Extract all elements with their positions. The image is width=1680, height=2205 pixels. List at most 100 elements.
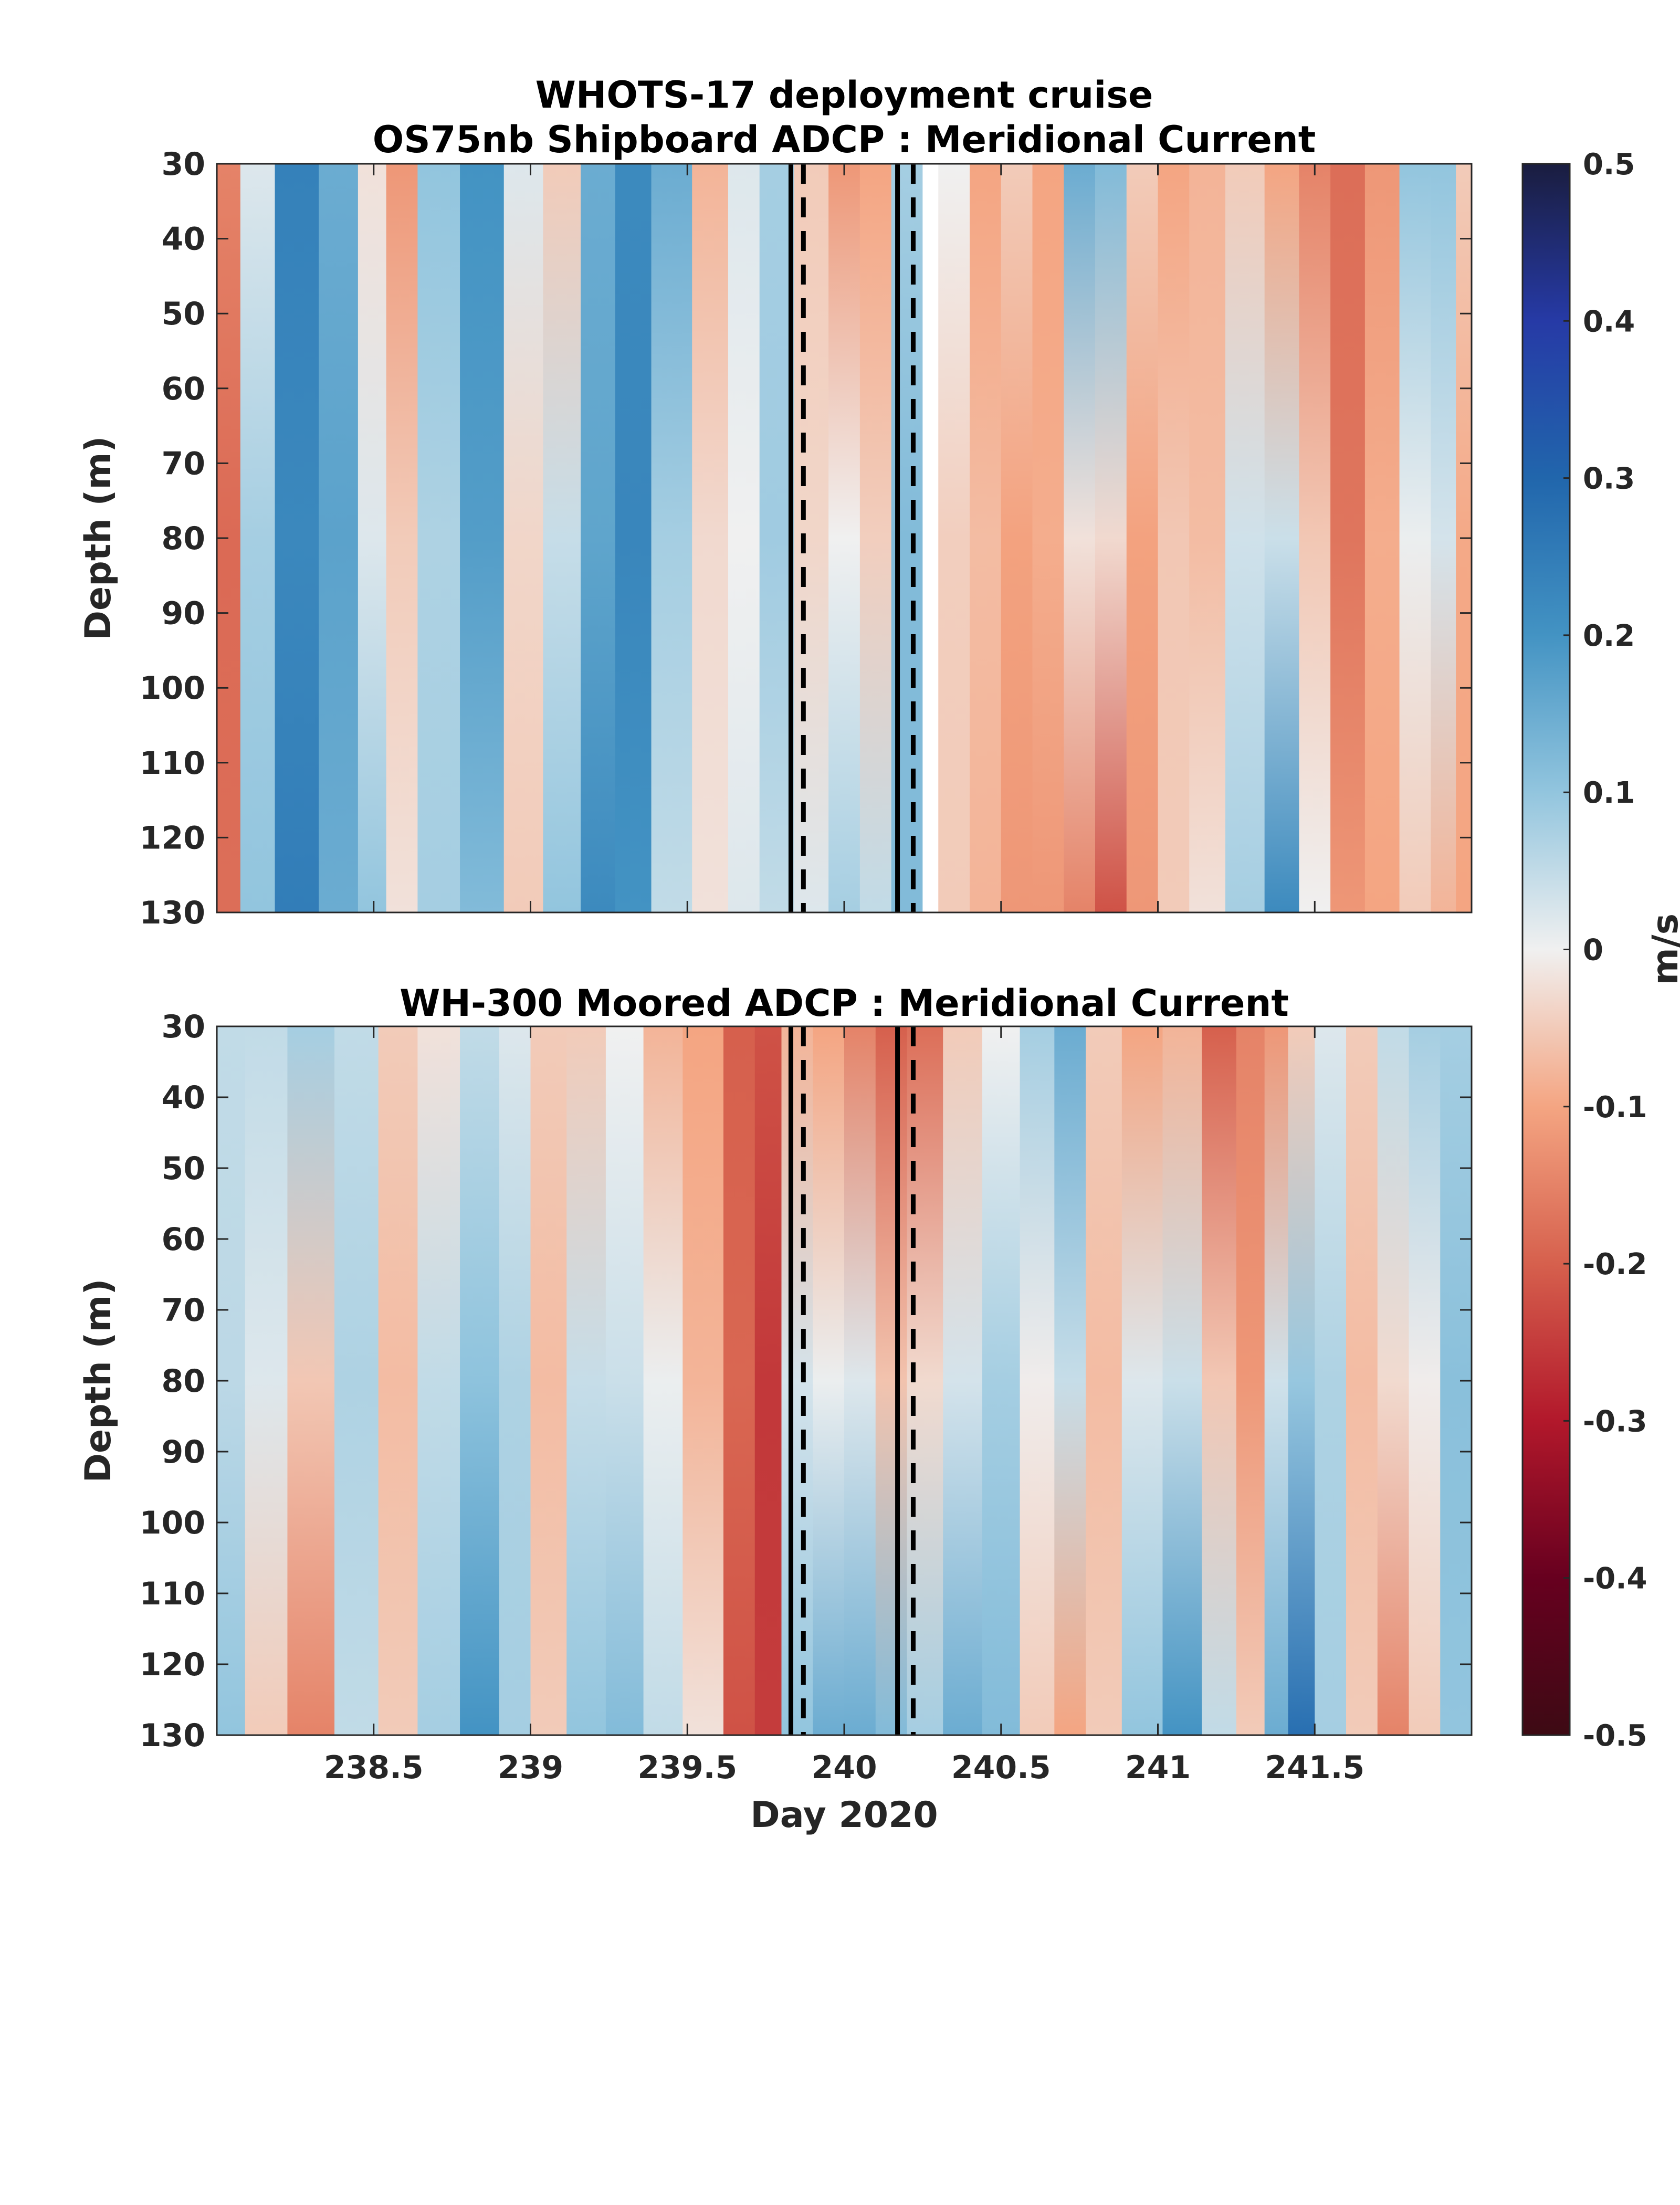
shipboard-heatmap-column	[1126, 164, 1159, 912]
shipboard-heatmap-column	[1264, 164, 1300, 912]
shipboard-heatmap-column	[692, 164, 729, 912]
shipboard-heatmap-column	[240, 164, 276, 912]
moored-x-tick-label: 239.5	[637, 1749, 737, 1786]
moored-heatmap-column	[1315, 1026, 1347, 1735]
moored-heatmap-column	[1162, 1026, 1203, 1735]
shipboard-y-tick-label: 70	[162, 445, 206, 482]
shipboard-heatmap-column	[1299, 164, 1331, 912]
moored-heatmap-column	[1409, 1026, 1441, 1735]
shipboard-y-tick-label: 40	[162, 221, 206, 258]
moored-heatmap-column	[530, 1026, 568, 1735]
shipboard-heatmap-column	[319, 164, 359, 912]
moored-y-tick-label: 120	[140, 1646, 205, 1683]
moored-y-tick-label: 80	[162, 1363, 206, 1400]
moored-heatmap-column	[643, 1026, 684, 1735]
moored-heatmap-column	[460, 1026, 500, 1735]
shipboard-event-lines	[788, 164, 916, 912]
shipboard-y-tick-label: 60	[162, 371, 206, 407]
shipboard-y-tick-label: 50	[162, 296, 206, 332]
shipboard-heatmap-column	[503, 164, 544, 912]
moored-x-tick-label: 239	[498, 1749, 563, 1786]
moored-y-axis-label: Depth (m)	[78, 1279, 119, 1483]
colorbar-ticks: 0.5 0.4 0.3 0.2 0.1 0 -0.1 -0.2 -0.3 -0.4 -0.5	[1563, 148, 1647, 1753]
moored-heatmap-column	[982, 1026, 1021, 1735]
shipboard-heatmap-column	[1330, 164, 1366, 912]
moored-x-tick-label: 241.5	[1265, 1749, 1364, 1786]
shipboard-heatmap-column	[417, 164, 461, 912]
moored-y-tick-label: 110	[140, 1576, 205, 1612]
colorbar-label: m/s	[1645, 914, 1680, 985]
moored-y-tick-label: 40	[162, 1079, 206, 1116]
colorbar: 0.5 0.4 0.3 0.2 0.1 0 -0.1 -0.2 -0.3 -0.4 -0.5 m/s	[1521, 148, 1680, 1753]
moored-heatmap-column	[723, 1026, 755, 1735]
moored-heatmap-column	[682, 1026, 724, 1735]
shipboard-y-ticks: 30 40 50 60 70 80 90 100 110 120 130	[140, 146, 1472, 931]
shipboard-y-tick-label: 110	[140, 745, 205, 782]
shipboard-y-tick-label: 30	[162, 146, 206, 183]
moored-heatmap-column	[1264, 1026, 1289, 1735]
moored-y-tick-label: 90	[162, 1434, 206, 1471]
moored-heatmap-column	[499, 1026, 531, 1735]
shipboard-heatmap-column	[275, 164, 320, 912]
moored-x-axis-label: Day 2020	[750, 1794, 938, 1836]
shipboard-heatmap-column	[543, 164, 582, 912]
moored-heatmap-column	[1202, 1026, 1237, 1735]
moored-heatmap-column	[245, 1026, 288, 1735]
colorbar-gradient	[1521, 163, 1571, 1736]
shipboard-y-tick-label: 80	[162, 520, 206, 557]
colorbar-tick-label: -0.2	[1583, 1247, 1647, 1282]
moored-x-tick-label: 238.5	[324, 1749, 424, 1786]
moored-panel-title: WH-300 Moored ADCP : Meridional Current	[400, 982, 1289, 1025]
shipboard-heatmap-column	[460, 164, 505, 912]
colorbar-tick-label: 0.4	[1583, 304, 1635, 339]
shipboard-heatmap-column	[1399, 164, 1432, 912]
shipboard-heatmap-column	[1189, 164, 1226, 912]
moored-heatmap-column	[1377, 1026, 1410, 1735]
moored-heatmap-column	[1346, 1026, 1378, 1735]
moored-y-tick-label: 60	[162, 1221, 206, 1258]
moored-heatmap-column	[1086, 1026, 1122, 1735]
shipboard-heatmap-column	[1225, 164, 1265, 912]
moored-heatmap-column	[943, 1026, 983, 1735]
moored-event-lines	[788, 1026, 916, 1735]
shipboard-heatmap-column	[651, 164, 693, 912]
shipboard-heatmap-column	[615, 164, 652, 912]
moored-heatmap-column	[875, 1026, 908, 1735]
shipboard-y-tick-label: 130	[140, 895, 205, 931]
shipboard-heatmap-column	[1431, 164, 1457, 912]
colorbar-tick-label: 0.2	[1583, 619, 1635, 653]
moored-y-tick-label: 50	[162, 1150, 206, 1187]
moored-heatmap-column	[334, 1026, 379, 1735]
shipboard-x-ticks	[373, 164, 1316, 912]
moored-x-ticks: 238.5 239 239.5 240 240.5 241 241.5	[324, 1026, 1364, 1786]
moored-adcp-panel: WH-300 Moored ADCP : Meridional Current …	[78, 982, 1473, 1836]
shipboard-heatmap-column	[1095, 164, 1127, 912]
moored-y-ticks: 30 40 50 60 70 80 90 100 110 120 130	[140, 1009, 1472, 1754]
shipboard-heatmap-column	[1158, 164, 1190, 912]
colorbar-tick-label: 0	[1583, 933, 1603, 968]
moored-heatmap-column	[378, 1026, 418, 1735]
shipboard-heatmap-column	[358, 164, 387, 912]
moored-y-tick-label: 70	[162, 1292, 206, 1329]
moored-heatmap-column	[566, 1026, 606, 1735]
moored-x-tick-label: 240.5	[951, 1749, 1051, 1786]
shipboard-panel-title: OS75nb Shipboard ADCP : Meridional Curre…	[373, 118, 1316, 161]
shipboard-y-axis-label: Depth (m)	[78, 436, 119, 640]
moored-heatmap-bands	[217, 1026, 1472, 1735]
shipboard-y-tick-label: 120	[140, 820, 205, 856]
colorbar-tick-label: -0.3	[1583, 1404, 1647, 1438]
shipboard-heatmap-column	[1032, 164, 1065, 912]
shipboard-heatmap-column	[581, 164, 616, 912]
shipboard-heatmap-column	[728, 164, 760, 912]
shipboard-heatmap-bands	[217, 164, 1472, 912]
colorbar-tick-label: -0.1	[1583, 1090, 1647, 1125]
moored-heatmap-column	[605, 1026, 644, 1735]
moored-heatmap-column	[1121, 1026, 1163, 1735]
moored-y-tick-label: 30	[162, 1009, 206, 1045]
shipboard-heatmap-column	[1064, 164, 1096, 912]
moored-heatmap-column	[1020, 1026, 1055, 1735]
moored-y-tick-label: 100	[140, 1505, 205, 1541]
moored-x-tick-label: 241	[1125, 1749, 1191, 1786]
colorbar-tick-label: 0.1	[1583, 776, 1635, 810]
